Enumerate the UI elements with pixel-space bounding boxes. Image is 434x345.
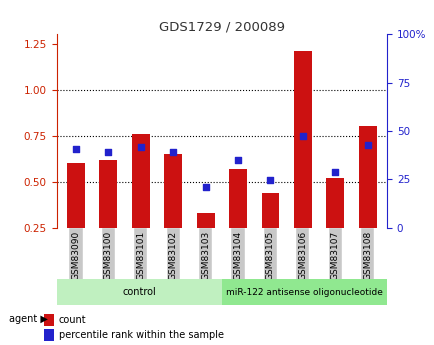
Text: miR-122 antisense oligonucleotide: miR-122 antisense oligonucleotide xyxy=(226,288,382,297)
Point xyxy=(105,149,112,155)
Bar xyxy=(261,193,279,274)
Point xyxy=(234,157,241,162)
Point xyxy=(331,170,338,175)
Point xyxy=(363,142,370,148)
Bar xyxy=(326,178,343,274)
Bar xyxy=(67,163,85,274)
Bar xyxy=(293,51,311,274)
Text: control: control xyxy=(122,287,156,297)
Point xyxy=(299,133,306,138)
Text: percentile rank within the sample: percentile rank within the sample xyxy=(59,330,223,340)
Point xyxy=(72,146,79,151)
Bar xyxy=(43,314,54,326)
Point xyxy=(169,149,176,155)
Point xyxy=(266,177,273,183)
Point xyxy=(137,144,144,149)
Text: count: count xyxy=(59,315,86,325)
Bar xyxy=(132,134,149,274)
Bar xyxy=(196,213,214,274)
Text: agent ▶: agent ▶ xyxy=(9,314,47,324)
Bar xyxy=(43,329,54,341)
Bar xyxy=(229,169,247,274)
Title: GDS1729 / 200089: GDS1729 / 200089 xyxy=(158,20,284,33)
Bar xyxy=(99,160,117,274)
Point xyxy=(202,185,209,190)
FancyBboxPatch shape xyxy=(221,279,386,305)
Bar xyxy=(358,127,376,274)
Bar xyxy=(164,154,182,274)
FancyBboxPatch shape xyxy=(56,279,221,305)
